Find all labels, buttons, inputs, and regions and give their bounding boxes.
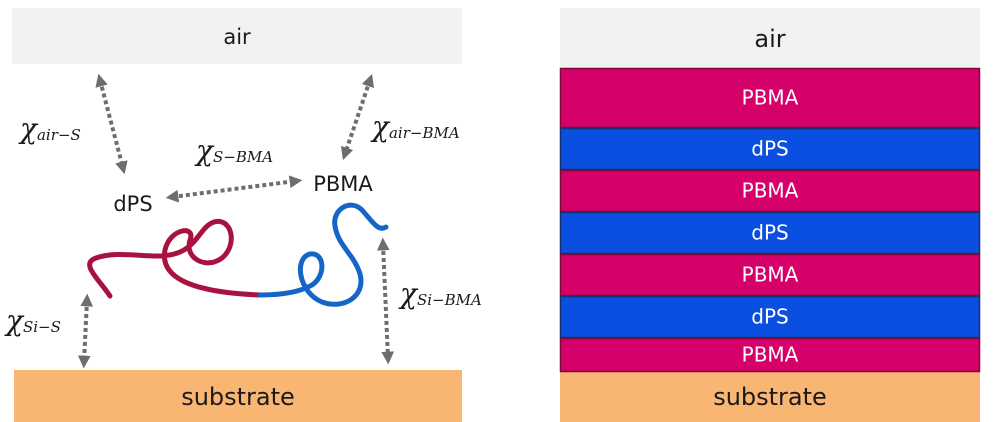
layer-label: dPS [751,305,788,329]
chi-label: χair−S [18,112,81,145]
substrate-box [14,370,462,422]
chi-label: χSi−BMA [398,277,482,310]
chi-label: χair−BMA [370,110,460,143]
layer [559,295,981,339]
chi-label: χSi−S [4,304,61,337]
layer [559,253,981,297]
layer-label: PBMA [742,343,799,367]
chi-label: χS−BMA [194,134,273,167]
arrow [165,175,303,203]
layer-stack: air substrate PBMA dPS PBMA dPS PBMA dPS PBMA [559,8,981,422]
arrow [340,73,375,161]
arrow [95,73,128,175]
layer [559,337,981,373]
dps-chain [257,202,389,307]
air-box [560,8,980,68]
substrate-label: substrate [713,383,827,411]
air-label: air [754,25,785,53]
arrow [376,237,395,365]
layer-label: dPS [751,221,788,245]
pbma-chain [87,218,263,299]
layer-label: PBMA [742,86,799,110]
layer-label: PBMA [742,263,799,287]
dps-label: dPS [113,192,152,216]
air-label: air [223,25,251,49]
substrate-box [560,372,980,422]
layer [559,169,981,213]
layer [559,127,981,171]
pbma-label: PBMA [313,172,373,196]
layer-label: dPS [751,137,788,161]
substrate-label: substrate [181,383,295,411]
air-box [12,8,462,64]
arrow [77,293,94,369]
layer [559,211,981,255]
layer-label: PBMA [742,179,799,203]
layer [559,67,981,129]
